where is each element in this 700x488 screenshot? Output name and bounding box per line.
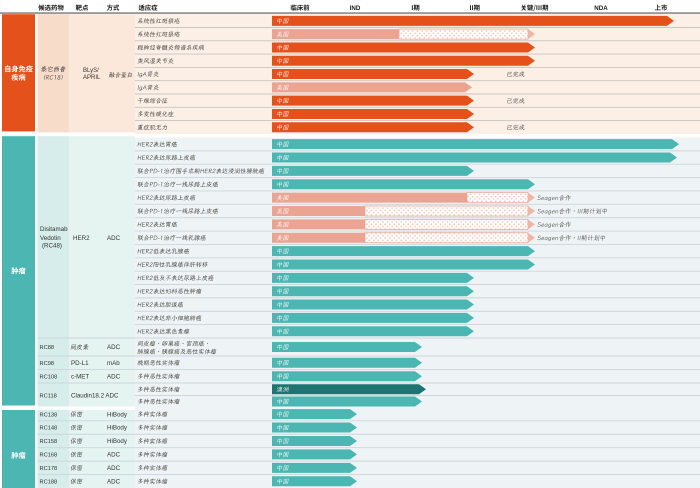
svg-text:(RC48): (RC48) bbox=[42, 243, 62, 250]
svg-text:HiBody: HiBody bbox=[107, 425, 128, 432]
svg-text:ADC: ADC bbox=[107, 235, 121, 242]
svg-text:ADC: ADC bbox=[107, 452, 121, 459]
svg-text:RC178: RC178 bbox=[40, 466, 58, 472]
svg-text:ADC: ADC bbox=[107, 344, 121, 351]
svg-text:Disitamab: Disitamab bbox=[40, 226, 68, 233]
svg-text:RC188: RC188 bbox=[40, 479, 58, 485]
svg-text:Vedotin: Vedotin bbox=[40, 235, 61, 242]
svg-text:ADC: ADC bbox=[107, 478, 121, 485]
svg-text:Claudin18.2 ADC: Claudin18.2 ADC bbox=[71, 392, 119, 399]
svg-text:mAb: mAb bbox=[107, 360, 120, 367]
svg-text:RC108: RC108 bbox=[40, 374, 58, 380]
svg-text:APRIL: APRIL bbox=[83, 75, 101, 81]
svg-text:BLyS/: BLyS/ bbox=[83, 68, 99, 74]
svg-text:RC148: RC148 bbox=[40, 426, 58, 432]
svg-text:ADC: ADC bbox=[107, 465, 121, 472]
svg-text:RC138: RC138 bbox=[40, 412, 58, 418]
svg-text:ADC: ADC bbox=[107, 373, 121, 380]
svg-text:RC88: RC88 bbox=[40, 345, 55, 351]
svg-text:RC118: RC118 bbox=[40, 393, 57, 399]
svg-text:IND: IND bbox=[350, 5, 361, 12]
svg-text:HiBody: HiBody bbox=[107, 411, 128, 418]
svg-text:HER2: HER2 bbox=[73, 235, 90, 242]
svg-text:c-MET: c-MET bbox=[71, 373, 89, 380]
svg-text:PD-L1: PD-L1 bbox=[71, 360, 89, 367]
svg-text:NDA: NDA bbox=[594, 5, 608, 12]
svg-text:RC98: RC98 bbox=[40, 361, 55, 367]
svg-text:RC158: RC158 bbox=[40, 439, 58, 445]
svg-text:HiBody: HiBody bbox=[107, 438, 128, 445]
svg-text:RC168: RC168 bbox=[40, 453, 58, 459]
